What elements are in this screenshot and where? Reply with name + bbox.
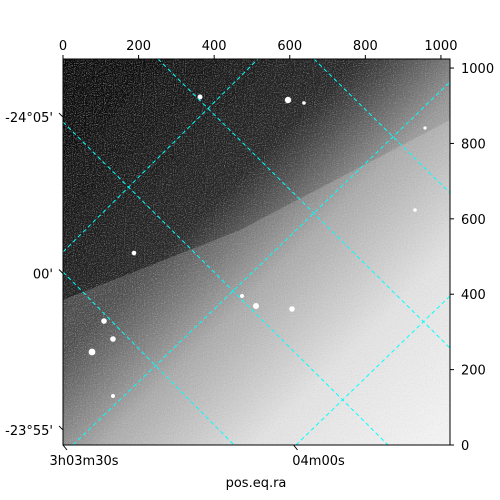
left-tick [58, 425, 64, 431]
top-pixel-axis: 0 200 400 600 800 1000 [59, 39, 457, 59]
star [88, 348, 96, 356]
right-tick-label: 800 [461, 137, 486, 152]
top-tick-label: 200 [126, 39, 151, 54]
star [111, 394, 115, 398]
star [289, 306, 295, 312]
top-tick-label: 1000 [424, 39, 457, 54]
right-tick-label: 400 [461, 288, 486, 303]
bottom-tick [293, 444, 298, 451]
nebula-glow [63, 120, 450, 445]
bottom-tick-label: 3h03m30s [49, 454, 118, 469]
left-tick [58, 269, 64, 274]
top-tick-label: 600 [277, 39, 302, 54]
star [302, 101, 306, 105]
right-tick-label: 1000 [461, 62, 494, 77]
grid-line [63, 121, 389, 445]
right-tick-label: 0 [461, 439, 469, 454]
left-tick [58, 112, 64, 118]
left-tick-label: -24°05' [5, 111, 53, 126]
image-panel [63, 59, 450, 445]
left-tick-label: 00' [33, 267, 53, 282]
star [240, 294, 244, 298]
left-tick-label: -23°55' [5, 424, 53, 439]
star [101, 318, 107, 324]
bottom-world-axis: 3h03m30s 04m00s [49, 444, 345, 469]
x-axis-label: pos.eq.ra [226, 476, 287, 491]
top-tick-label: 800 [353, 39, 378, 54]
star [131, 250, 137, 256]
plot-frame [62, 58, 451, 446]
star [253, 303, 259, 309]
left-world-axis: -24°05' 00' -23°55' [5, 111, 64, 439]
grid-line [63, 271, 235, 445]
right-pixel-axis: 0 200 400 600 800 1000 [450, 62, 494, 454]
top-tick-label: 400 [202, 39, 227, 54]
stars [88, 94, 427, 398]
grid-line [63, 59, 259, 253]
star [197, 94, 203, 100]
star [413, 208, 417, 212]
star [110, 336, 116, 342]
star [423, 126, 427, 130]
right-tick-label: 200 [461, 364, 486, 379]
right-tick-label: 600 [461, 213, 486, 228]
grid-line [295, 295, 450, 445]
coordinate-grid [63, 59, 450, 445]
sky-image [63, 59, 450, 445]
grid-line [313, 59, 450, 194]
star [284, 96, 292, 104]
bottom-tick-label: 04m00s [292, 454, 345, 469]
grid-line [72, 81, 450, 445]
grid-line [157, 59, 450, 349]
bottom-tick [62, 444, 68, 451]
top-tick-label: 0 [59, 39, 67, 54]
